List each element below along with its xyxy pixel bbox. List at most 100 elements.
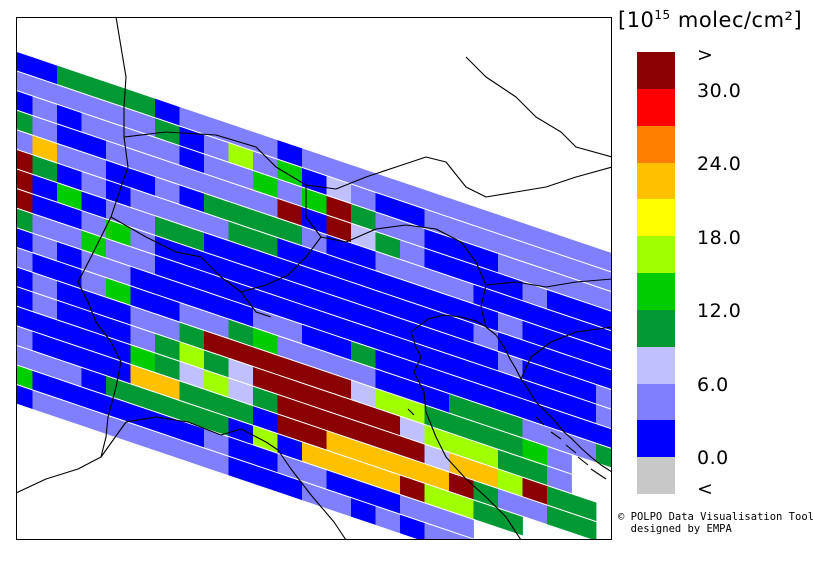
swath-cell: [204, 291, 229, 319]
swath-cell: [351, 341, 376, 369]
swath-cell: [596, 365, 612, 393]
legend-label-above: >: [697, 44, 714, 66]
coastline-islands: [535, 416, 607, 480]
swath-cell: [522, 242, 548, 270]
swath-cell: [375, 486, 401, 514]
swath-cell: [424, 228, 450, 256]
swath-cell: [204, 232, 229, 260]
swath-cell: [522, 301, 548, 329]
swath-cell: [81, 269, 107, 297]
swath-cell: [130, 266, 156, 294]
swath-cell: [400, 475, 425, 503]
swath-cell: [449, 198, 474, 225]
swath-cell: [253, 229, 278, 257]
swath-cell: [204, 370, 229, 397]
swath-cell: [326, 411, 352, 439]
swath-cell: [351, 223, 376, 251]
swath-cell: [375, 232, 401, 259]
swath-cell: [228, 201, 254, 229]
map-canvas[interactable]: [16, 17, 612, 540]
swath-cell: [106, 160, 131, 188]
swath-cell: [424, 483, 450, 511]
swath-cell: [351, 439, 376, 467]
swath-cell: [302, 207, 327, 235]
country-borders: [16, 17, 612, 540]
swath-row: [16, 88, 612, 314]
swath-cell: [424, 366, 450, 394]
swath-cell: [375, 251, 401, 279]
swath-cell: [326, 215, 352, 243]
swath-cell: [253, 386, 278, 414]
swath-cell: [277, 336, 303, 364]
swath-cell: [32, 351, 58, 379]
swath-cell: [277, 198, 303, 226]
swath-cell: [228, 358, 254, 386]
swath-cell: [16, 264, 33, 292]
swath-cell: [326, 156, 352, 184]
swath-cell: [57, 104, 82, 132]
swath-cell: [596, 306, 612, 334]
swath-cell: [228, 221, 254, 249]
border-france-germany: [115, 17, 127, 137]
swath-row: [16, 264, 572, 474]
swath-cell: [326, 470, 352, 498]
swath-cell: [351, 498, 376, 526]
swath-cell: [400, 318, 425, 346]
swath-cell: [400, 279, 425, 307]
swath-cell: [204, 252, 229, 280]
border-austria-italy: [320, 224, 487, 286]
swath-cell: [81, 211, 107, 238]
swath-cell: [130, 325, 156, 353]
swath-cell: [424, 464, 450, 492]
swath-cell: [498, 469, 523, 497]
swath-cell: [57, 202, 82, 230]
swath-cell: [179, 283, 205, 311]
swath-cell: [277, 473, 303, 501]
swath-cell: [302, 422, 327, 450]
swath-cell: [130, 149, 156, 177]
swath-cell: [473, 421, 499, 449]
legend-swatch: [637, 420, 675, 458]
swath-cell: [449, 237, 474, 265]
swath-cell: [302, 324, 327, 352]
credit-text: © POLPO Data Visualisation Tool designed…: [618, 511, 813, 535]
swath-cell: [228, 162, 254, 190]
swath-cell: [179, 185, 205, 213]
swath-cell: [204, 311, 229, 339]
legend-unit-suffix: molec/cm²]: [670, 8, 803, 32]
swath-cell: [179, 244, 205, 272]
swath-cell: [57, 320, 82, 348]
swath-cell: [375, 447, 401, 475]
map-panel[interactable]: [16, 17, 612, 540]
swath-cell: [326, 489, 352, 517]
swath-cell: [130, 188, 156, 216]
swath-cell: [130, 423, 156, 451]
swath-cell: [498, 214, 523, 242]
swath-cell: [81, 407, 107, 434]
swath-cell: [253, 465, 278, 492]
swath-cell: [130, 404, 156, 431]
legend-label-30: 30.0: [697, 80, 742, 102]
swath-cell: [375, 330, 401, 357]
swath-cell: [522, 360, 548, 388]
swath-cell: [106, 238, 131, 266]
swath-cell: [473, 461, 499, 489]
swath-cell: [547, 231, 572, 259]
swath-cell: [130, 129, 156, 157]
swath-cell: [302, 383, 327, 411]
swath-cell: [473, 284, 499, 312]
swath-cell: [106, 356, 131, 384]
swath-cell: [326, 352, 352, 380]
swath-cell: [522, 399, 548, 427]
border-italy-slovenia: [480, 284, 497, 336]
swath-cell: [375, 192, 401, 220]
swath-cell: [277, 316, 303, 344]
swath-cell: [228, 299, 254, 327]
swath-cell: [400, 240, 425, 268]
legend-swatch: [637, 125, 675, 163]
swath-cell: [204, 174, 229, 201]
swath-cell: [547, 309, 572, 337]
swath-cell: [400, 181, 425, 209]
swath-cell: [106, 199, 131, 227]
swath-cell: [277, 434, 303, 462]
